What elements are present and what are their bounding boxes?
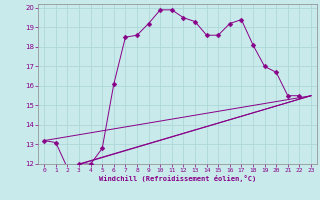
X-axis label: Windchill (Refroidissement éolien,°C): Windchill (Refroidissement éolien,°C) (99, 175, 256, 182)
